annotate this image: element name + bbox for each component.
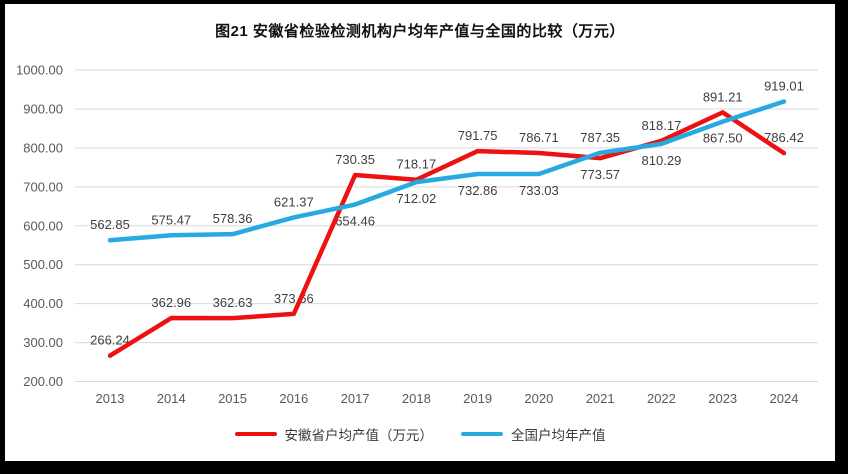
chart-title: 图21 安徽省检验检测机构户均年产值与全国的比较（万元） <box>215 23 625 40</box>
x-axis-tick-label: 2014 <box>157 391 186 406</box>
x-axis-tick-label: 2023 <box>708 391 737 406</box>
data-label-series-0: 791.75 <box>458 128 498 143</box>
data-label-series-0: 373.66 <box>274 291 314 306</box>
legend-item-national: 全国户均年产值 <box>461 424 606 444</box>
x-axis-tick-label: 2024 <box>770 391 799 406</box>
y-axis-tick-label: 800.00 <box>23 140 63 155</box>
data-label-series-0: 362.96 <box>151 295 191 310</box>
chart-legend: 安徽省户均产值（万元） 全国户均年产值 <box>5 424 835 444</box>
legend-label-anhui: 安徽省户均产值（万元） <box>284 428 434 443</box>
data-label-series-0: 818.17 <box>642 118 682 133</box>
data-label-series-1: 575.47 <box>151 212 191 227</box>
y-axis-tick-label: 1000.00 <box>16 63 63 78</box>
x-axis-tick-label: 2019 <box>463 391 492 406</box>
data-label-series-1: 621.37 <box>274 194 314 209</box>
chart-page: 图21 安徽省检验检测机构户均年产值与全国的比较（万元） 200.00 300.0… <box>5 4 835 461</box>
y-axis-tick-label: 500.00 <box>23 257 63 272</box>
x-axis-tick-label: 2021 <box>586 391 615 406</box>
data-label-series-1: 810.29 <box>642 153 682 168</box>
data-label-series-1: 919.01 <box>764 79 804 94</box>
legend-item-anhui: 安徽省户均产值（万元） <box>234 424 434 444</box>
x-axis-tick-label: 2013 <box>96 391 125 406</box>
y-axis-tick-label: 600.00 <box>23 218 63 233</box>
data-label-series-1: 654.46 <box>335 214 375 229</box>
data-label-series-0: 718.17 <box>396 157 436 172</box>
series-line-1 <box>107 99 787 243</box>
data-label-series-1: 732.86 <box>458 183 498 198</box>
legend-label-national: 全国户均年产值 <box>511 428 606 443</box>
x-axis-tick-label: 2022 <box>647 391 676 406</box>
data-label-series-1: 733.03 <box>519 183 559 198</box>
data-label-series-0: 786.71 <box>519 130 559 145</box>
data-label-series-0: 730.35 <box>335 152 375 167</box>
data-label-series-0: 891.21 <box>703 89 743 104</box>
series-line-0 <box>107 110 787 358</box>
x-axis-tick-label: 2018 <box>402 391 431 406</box>
x-axis-tick-label: 2020 <box>524 391 553 406</box>
y-axis-tick-label: 700.00 <box>23 179 63 194</box>
legend-line-swatch-blue <box>461 431 503 437</box>
x-axis-tick-label: 2015 <box>218 391 247 406</box>
data-label-series-0: 362.63 <box>213 295 253 310</box>
y-axis-tick-label: 900.00 <box>23 101 63 116</box>
data-label-series-1: 578.36 <box>213 211 253 226</box>
data-label-series-1: 787.35 <box>580 130 620 145</box>
legend-line-swatch-red <box>234 431 277 437</box>
x-axis-tick-label: 2017 <box>341 391 370 406</box>
line-chart-plot-area: 200.00 300.00 400.00 500.00 600.00 700.00 800.… <box>16 63 818 406</box>
data-label-series-1: 867.50 <box>703 131 743 146</box>
y-axis-tick-label: 400.00 <box>23 296 63 311</box>
y-axis-tick-label: 300.00 <box>23 335 63 350</box>
data-label-series-1: 562.85 <box>90 217 130 232</box>
data-label-series-1: 712.02 <box>396 191 436 206</box>
data-label-series-0: 266.24 <box>90 333 130 348</box>
data-label-series-0: 786.42 <box>764 130 804 145</box>
data-label-series-0: 773.57 <box>580 167 620 182</box>
x-axis-tick-label: 2016 <box>279 391 308 406</box>
y-axis-tick-label: 200.00 <box>23 374 63 389</box>
